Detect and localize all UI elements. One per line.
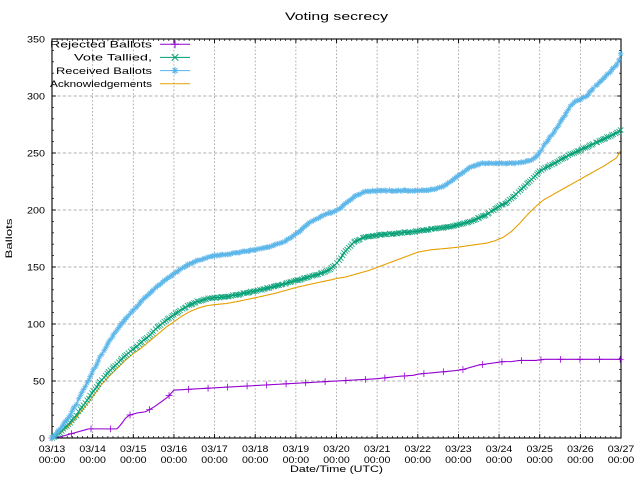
svg-text:00:00: 00:00 (120, 455, 147, 465)
svg-text:03/27: 03/27 (608, 444, 635, 454)
svg-text:Received Ballots: Received Ballots (56, 66, 152, 76)
svg-text:00:00: 00:00 (79, 455, 106, 465)
svg-text:03/14: 03/14 (79, 444, 106, 454)
svg-text:00:00: 00:00 (486, 455, 513, 465)
svg-text:Rejected Ballots: Rejected Ballots (50, 40, 153, 50)
svg-text:00:00: 00:00 (526, 455, 553, 465)
svg-text:03/24: 03/24 (486, 444, 513, 454)
svg-text:00:00: 00:00 (161, 455, 188, 465)
svg-text:250: 250 (27, 148, 45, 158)
svg-text:00:00: 00:00 (201, 455, 228, 465)
svg-text:03/25: 03/25 (526, 444, 553, 454)
svg-text:350: 350 (27, 34, 45, 44)
svg-text:03/21: 03/21 (364, 444, 391, 454)
svg-text:03/13: 03/13 (39, 444, 66, 454)
svg-text:00:00: 00:00 (445, 455, 472, 465)
svg-text:00:00: 00:00 (39, 455, 66, 465)
svg-text:Voting secrecy: Voting secrecy (285, 11, 389, 23)
svg-text:Date/Time (UTC): Date/Time (UTC) (290, 464, 383, 475)
svg-text:03/20: 03/20 (323, 444, 350, 454)
svg-text:0: 0 (39, 433, 45, 443)
svg-text:03/17: 03/17 (201, 444, 228, 454)
svg-text:150: 150 (27, 262, 45, 272)
svg-text:00:00: 00:00 (567, 455, 594, 465)
svg-text:00:00: 00:00 (405, 455, 432, 465)
svg-text:03/15: 03/15 (120, 444, 147, 454)
svg-text:50: 50 (33, 376, 45, 386)
svg-text:03/19: 03/19 (283, 444, 310, 454)
svg-text:00:00: 00:00 (608, 455, 635, 465)
svg-text:Vote Tallied,: Vote Tallied, (74, 53, 152, 63)
svg-text:Ballots: Ballots (4, 218, 15, 258)
svg-text:03/16: 03/16 (161, 444, 188, 454)
svg-text:03/22: 03/22 (405, 444, 432, 454)
svg-text:03/26: 03/26 (567, 444, 594, 454)
svg-text:200: 200 (27, 205, 45, 215)
svg-text:00:00: 00:00 (242, 455, 269, 465)
svg-text:100: 100 (27, 319, 45, 329)
svg-text:03/18: 03/18 (242, 444, 269, 454)
svg-text:03/23: 03/23 (445, 444, 472, 454)
svg-text:300: 300 (27, 91, 45, 101)
svg-text:Acknowledgements: Acknowledgements (50, 79, 152, 89)
